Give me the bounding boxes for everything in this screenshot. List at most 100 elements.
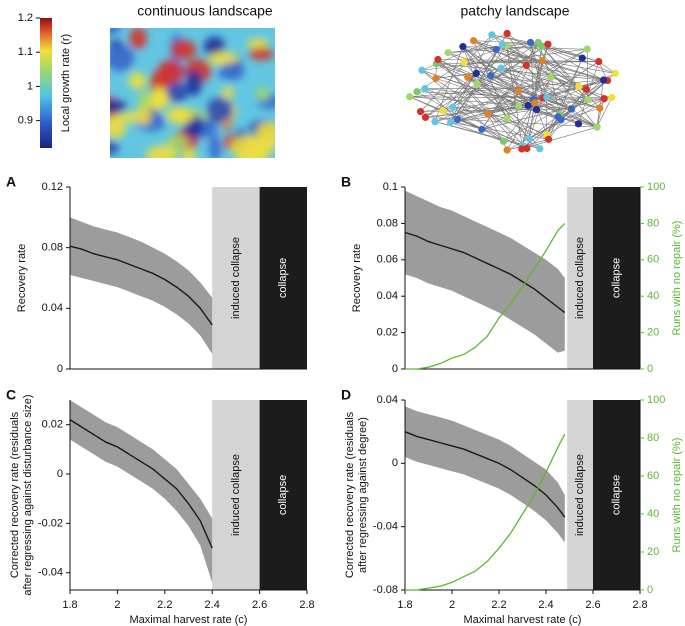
network-node <box>608 93 616 102</box>
colorbar-tick-label: 1 <box>27 80 33 92</box>
network-edge <box>529 79 604 139</box>
network-node <box>464 73 472 81</box>
network-edge <box>437 59 543 61</box>
network-node <box>595 57 603 66</box>
network-edge <box>542 61 599 99</box>
colorbar-tick-label: 1.1 <box>18 46 33 58</box>
network-edge <box>560 107 600 121</box>
heatmap-blob <box>186 69 202 96</box>
network-node <box>453 115 462 124</box>
network-edge <box>542 60 598 128</box>
network-node <box>582 85 590 93</box>
network-node <box>567 105 576 113</box>
network-edge <box>420 34 493 112</box>
network-node <box>416 108 425 116</box>
y-tick-label: 0 <box>392 363 398 375</box>
heatmap-blob <box>256 121 275 143</box>
x-tick-label: 2 <box>114 599 120 611</box>
network-edge <box>507 139 549 151</box>
network-edge <box>596 79 604 127</box>
y-tick-label: 0.02 <box>42 419 63 431</box>
confidence-band <box>70 400 213 583</box>
y2-tick-label: 20 <box>647 327 659 339</box>
network-edge <box>596 98 605 128</box>
mean-line <box>69 419 213 549</box>
mean-line <box>404 231 566 314</box>
y2-tick-label: 60 <box>647 254 659 266</box>
x-tick-label: 2.4 <box>205 599 220 611</box>
y-tick-label: 0 <box>57 468 63 480</box>
heatmap-blob <box>182 148 197 158</box>
network-edge <box>541 46 604 81</box>
collapse-region <box>593 400 640 590</box>
network-node <box>446 118 455 126</box>
y2-tick-label: 0 <box>647 584 653 596</box>
network-node <box>514 87 523 95</box>
x-tick-label: 2.6 <box>252 599 267 611</box>
y-tick-label: 0.04 <box>42 302 63 314</box>
y-tick-label: 0.1 <box>383 181 398 193</box>
heatmap-blob <box>110 140 119 155</box>
network-edge <box>434 121 523 146</box>
network-edge <box>462 46 478 84</box>
network-node <box>547 73 555 81</box>
network-node <box>473 80 481 88</box>
network-node <box>536 145 544 153</box>
heatmap-blob <box>208 51 239 67</box>
heatmap-blob <box>165 135 189 152</box>
heatmap-blob <box>145 145 178 158</box>
panel-letter: A <box>6 174 16 190</box>
collapse-region <box>212 187 260 369</box>
y-tick-label: 0.08 <box>377 217 398 229</box>
y-tick-label: 0.04 <box>377 394 398 406</box>
network-edge <box>521 108 572 150</box>
mean-line <box>69 245 213 326</box>
y2-tick-label: 80 <box>647 432 659 444</box>
colorbar-tick-label: 0.9 <box>18 115 33 127</box>
network-node <box>497 64 505 72</box>
repair-line <box>405 222 566 370</box>
network-edge <box>491 34 531 43</box>
network-edge <box>450 109 537 123</box>
network-node <box>596 104 604 112</box>
network-node <box>488 31 496 39</box>
x-tick-label: 1.8 <box>397 599 412 611</box>
region-label: collapse <box>277 475 289 515</box>
y-tick-label: -0.08 <box>373 584 398 596</box>
heatmap-blob <box>128 72 147 90</box>
x-tick-label: 2.8 <box>299 599 314 611</box>
panel-letter: C <box>6 387 16 403</box>
network-edge <box>452 106 507 119</box>
heatmap-blob <box>157 59 183 87</box>
heatmap-blob <box>208 134 222 158</box>
y2-tick-label: 80 <box>647 217 659 229</box>
heatmap-blob <box>165 107 194 125</box>
network-edge <box>495 49 529 106</box>
network-node <box>524 101 532 110</box>
y2-tick-label: 0 <box>647 363 653 375</box>
heatmap-blob <box>218 62 245 81</box>
network-edge <box>416 91 504 142</box>
network-node <box>611 69 619 78</box>
network-edge <box>477 83 519 107</box>
network-node <box>503 114 511 122</box>
y-tick-label: 0.12 <box>42 181 63 193</box>
network-edge <box>450 83 478 123</box>
network-node <box>544 40 552 48</box>
heatmap-blob <box>221 86 235 99</box>
network-edge <box>462 46 560 115</box>
y2-axis-label: Runs with no repair (%) <box>671 221 683 336</box>
heatmap-blob <box>246 38 269 49</box>
network-edge <box>543 80 608 99</box>
region-label: collapse <box>610 258 622 298</box>
network-node <box>503 29 511 38</box>
heatmap-blobs <box>110 28 275 158</box>
y-tick-label: 0 <box>57 363 63 375</box>
network-edge <box>596 97 613 128</box>
network-edge <box>462 46 588 50</box>
landscape-title: continuous landscape <box>137 3 273 19</box>
x-tick-label: 2.4 <box>538 599 553 611</box>
region-label: induced collapse <box>574 454 586 536</box>
network-edge <box>476 73 572 110</box>
region-label: collapse <box>610 475 622 515</box>
